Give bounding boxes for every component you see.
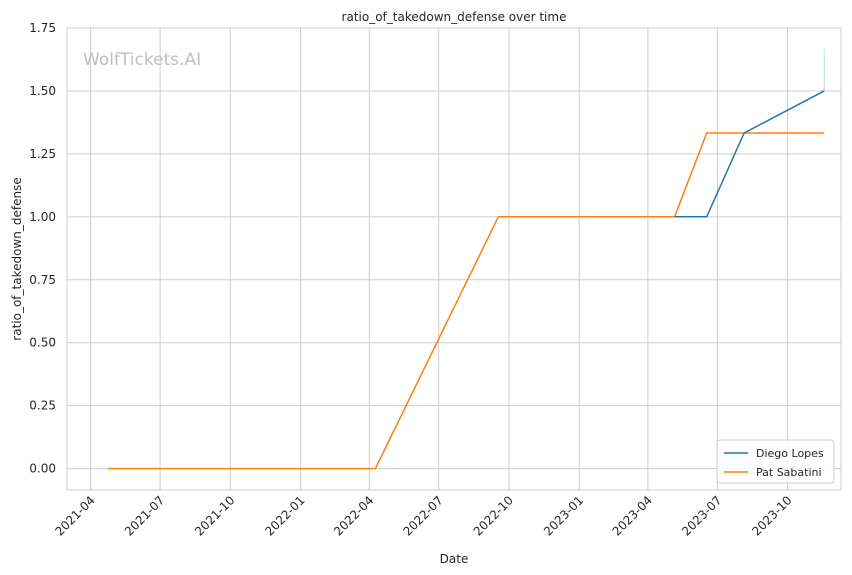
y-tick-label: 1.25	[29, 147, 56, 161]
series-line-diego-lopes	[674, 90, 825, 218]
legend-label-pat-sabatini: Pat Sabatini	[756, 466, 822, 479]
grid	[67, 27, 841, 490]
series-lines	[108, 48, 825, 470]
x-axis-label: Date	[440, 552, 469, 566]
legend: Diego Lopes Pat Sabatini	[716, 439, 835, 484]
y-axis-ticks: 0.00 0.25 0.50 0.75 1.00 1.25 1.50 1.75	[29, 21, 56, 476]
plot-frame	[66, 27, 842, 491]
y-tick-label: 0.75	[29, 273, 56, 287]
y-tick-label: 0.50	[29, 336, 56, 350]
series-line-pat-sabatini	[108, 132, 825, 470]
y-axis-label: ratio_of_takedown_defense	[10, 177, 24, 340]
y-tick-label: 1.00	[29, 210, 56, 224]
y-tick-label: 0.25	[29, 399, 56, 413]
y-tick-label: 1.75	[29, 21, 56, 35]
y-tick-label: 1.50	[29, 84, 56, 98]
y-tick-label: 0.00	[29, 462, 56, 476]
watermark-text: WolfTickets.AI	[83, 50, 201, 70]
legend-label-diego-lopes: Diego Lopes	[756, 447, 824, 460]
chart-title: ratio_of_takedown_defense over time	[342, 10, 567, 24]
